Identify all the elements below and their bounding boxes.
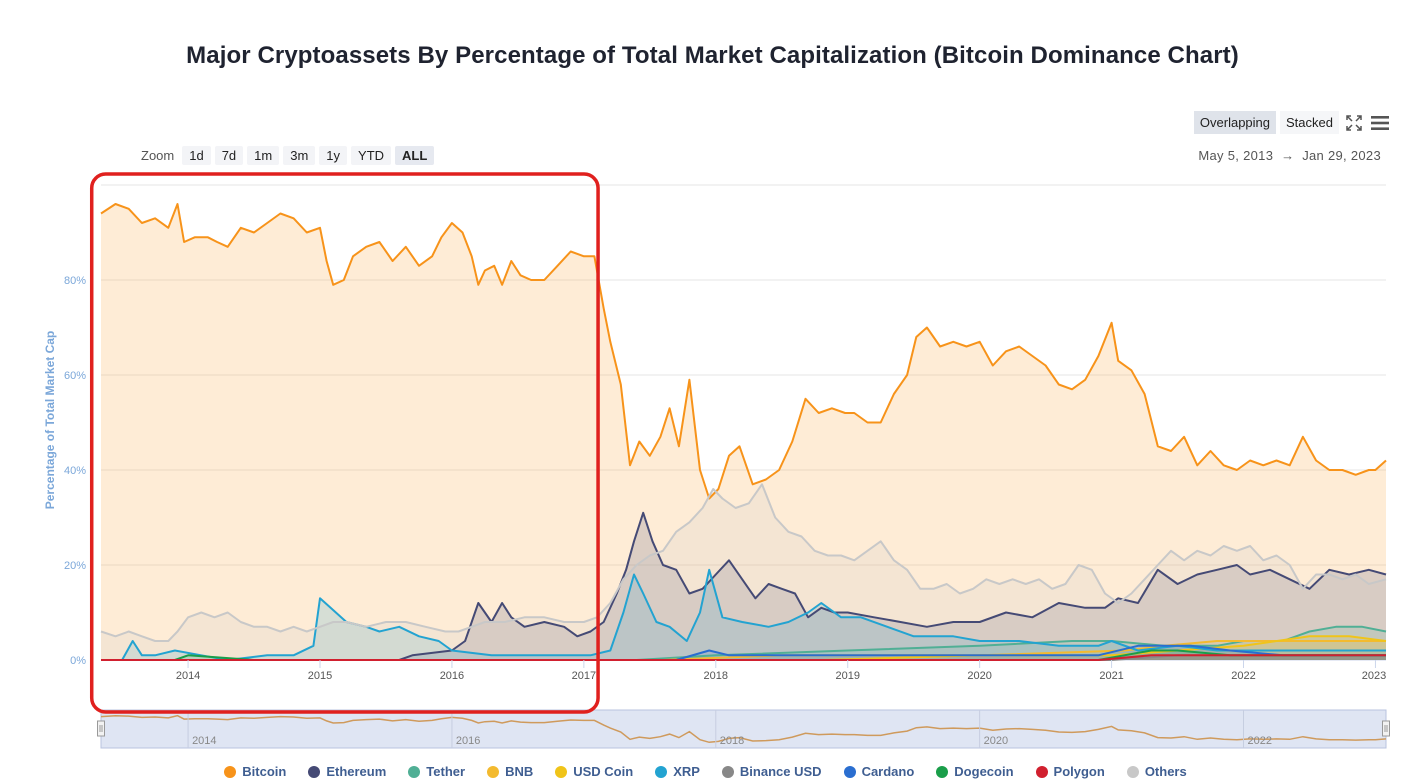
legend-label: Bitcoin	[242, 764, 287, 779]
navigator-window[interactable]	[100, 709, 1387, 749]
overlapping-button[interactable]: Overlapping	[1193, 111, 1277, 134]
x-axis-ticks: 2014 2015 2016 2017 2018 2019 2020 2021 2022 2023	[176, 660, 1386, 682]
navigator-label: 2014	[192, 735, 216, 747]
zoom-button-ytd[interactable]: YTD	[351, 146, 392, 165]
navigator-label: 2020	[984, 735, 1008, 747]
series-area-others	[101, 484, 1386, 660]
y-tick-label: 40%	[64, 465, 86, 477]
legend-item-bitcoin[interactable]: Bitcoin	[224, 764, 286, 779]
zoom-button-1m[interactable]: 1m	[247, 146, 280, 165]
series-areas	[101, 204, 1386, 660]
legend-marker	[224, 765, 237, 778]
legend-marker	[936, 765, 949, 778]
x-tick-label: 2019	[835, 670, 859, 682]
legend-label: Ethereum	[326, 764, 387, 779]
x-tick-label: 2014	[176, 670, 200, 682]
zoom-button-all[interactable]: ALL	[395, 146, 435, 165]
series-line-others[interactable]	[100, 483, 1387, 642]
legend-label: BNB	[505, 764, 534, 779]
chart-title: Major Cryptoassets By Percentage of Tota…	[186, 42, 1239, 69]
legend-item-tether[interactable]: Tether	[408, 764, 465, 779]
x-tick-label: 2020	[967, 670, 991, 682]
zoom-button-7d[interactable]: 7d	[214, 146, 244, 165]
menu-icon[interactable]	[1369, 112, 1391, 134]
zoom-button-3m[interactable]: 3m	[283, 146, 316, 165]
legend-label: Tether	[426, 764, 466, 779]
x-tick-label: 2016	[440, 670, 464, 682]
date-range: May 5, 2013 → Jan 29, 2023	[1198, 148, 1381, 163]
y-tick-label: 80%	[64, 275, 86, 287]
series-area-usd-coin	[101, 636, 1386, 660]
date-range-to[interactable]: Jan 29, 2023	[1302, 148, 1381, 163]
zoom-selector: Zoom 1d 7d 1m 3m 1y YTD ALL	[141, 146, 435, 165]
legend-label: Others	[1144, 764, 1187, 779]
zoom-label: Zoom	[141, 148, 175, 163]
x-tick-label: 2022	[1231, 670, 1255, 682]
legend-marker	[655, 765, 668, 778]
legend-item-others[interactable]: Others	[1126, 764, 1187, 779]
series-area-bitcoin	[101, 204, 1386, 660]
legend-label: Polygon	[1053, 764, 1105, 779]
legend-marker	[487, 765, 500, 778]
y-tick-label: 0%	[70, 655, 86, 667]
stacked-button[interactable]: Stacked	[1280, 111, 1339, 134]
y-tick-label: 60%	[64, 370, 86, 382]
legend-item-bnb[interactable]: BNB	[487, 764, 533, 779]
series-line-ethereum[interactable]	[101, 511, 1387, 661]
legend-item-binance-usd[interactable]: Binance USD	[721, 764, 822, 779]
legend-item-polygon[interactable]: Polygon	[1035, 764, 1105, 779]
x-tick-label: 2015	[308, 670, 332, 682]
x-tick-label: 2018	[704, 670, 728, 682]
legend-marker	[843, 765, 856, 778]
legend-marker	[308, 765, 321, 778]
legend-label: Binance USD	[739, 764, 822, 779]
x-tick-label: 2021	[1099, 670, 1123, 682]
date-range-from[interactable]: May 5, 2013	[1198, 148, 1274, 163]
date-range-separator: →	[1281, 148, 1295, 163]
grid-lines	[101, 184, 1386, 661]
legend-marker	[721, 765, 734, 778]
y-tick-label: 20%	[64, 560, 86, 572]
series-line-polygon[interactable]	[101, 654, 1386, 661]
zoom-button-1y[interactable]: 1y	[319, 146, 348, 165]
zoom-button-1d[interactable]: 1d	[182, 146, 211, 165]
legend-marker	[555, 765, 568, 778]
series-line-bnb[interactable]	[101, 640, 1386, 661]
navigator: 2014 2016 2018 2020 2022	[97, 709, 1390, 749]
legend: Bitcoin Ethereum Tether BNB USD Coin XRP Binan…	[0, 764, 1411, 779]
legend-marker	[408, 765, 421, 778]
legend-label: XRP	[673, 764, 700, 779]
legend-item-usd-coin[interactable]: USD Coin	[555, 764, 633, 779]
navigator-label: 2018	[720, 735, 744, 747]
legend-item-ethereum[interactable]: Ethereum	[308, 764, 386, 779]
legend-item-xrp[interactable]: XRP	[655, 764, 700, 779]
x-tick-label: 2017	[572, 670, 596, 682]
series-line-bitcoin[interactable]	[100, 203, 1387, 500]
navigator-handle-right[interactable]	[1382, 720, 1390, 737]
legend-label: USD Coin	[573, 764, 634, 779]
series-area-ethereum	[101, 512, 1386, 660]
fullscreen-icon[interactable]	[1343, 112, 1365, 134]
series-line-cardano[interactable]	[101, 644, 1386, 661]
navigator-line	[100, 714, 1387, 744]
x-tick-label: 2023	[1362, 670, 1386, 682]
y-axis-ticks: 0% 20% 40% 60% 80%	[64, 275, 86, 667]
navigator-label: 2016	[456, 735, 480, 747]
legend-label: Cardano	[861, 764, 915, 779]
navigator-label: 2022	[1248, 735, 1272, 747]
highlight-box	[89, 172, 600, 714]
view-toggle: Overlapping Stacked	[1193, 111, 1391, 134]
legend-marker	[1126, 765, 1139, 778]
legend-marker	[1035, 765, 1048, 778]
legend-item-dogecoin[interactable]: Dogecoin	[936, 764, 1014, 779]
legend-label: Dogecoin	[954, 764, 1014, 779]
series-lines	[100, 203, 1387, 661]
legend-item-cardano[interactable]: Cardano	[843, 764, 915, 779]
series-area-cardano	[101, 645, 1386, 660]
navigator-handle-left[interactable]	[97, 720, 105, 737]
series-line-xrp[interactable]	[101, 568, 1386, 661]
